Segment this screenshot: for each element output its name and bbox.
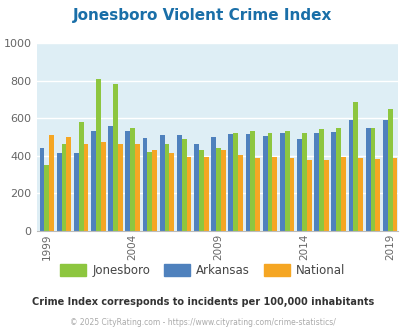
Bar	[74, 153, 79, 231]
Bar	[203, 157, 208, 231]
Bar	[323, 159, 328, 231]
Bar	[289, 158, 294, 231]
Bar	[228, 134, 233, 231]
Bar	[40, 148, 44, 231]
Bar	[237, 155, 242, 231]
Bar	[113, 84, 117, 231]
Bar	[330, 132, 335, 231]
Bar	[49, 135, 54, 231]
Bar	[108, 126, 113, 231]
Bar	[215, 148, 220, 231]
Bar	[91, 131, 96, 231]
Bar	[306, 160, 311, 231]
Bar	[177, 135, 181, 231]
Bar	[186, 157, 191, 231]
Bar	[100, 142, 105, 231]
Legend: Jonesboro, Arkansas, National: Jonesboro, Arkansas, National	[55, 259, 350, 282]
Bar	[382, 120, 387, 231]
Bar	[318, 129, 323, 231]
Bar	[44, 165, 49, 231]
Bar	[233, 133, 237, 231]
Bar	[96, 79, 100, 231]
Bar	[198, 150, 203, 231]
Bar	[387, 109, 392, 231]
Bar	[245, 134, 250, 231]
Bar	[169, 153, 174, 231]
Bar	[194, 144, 198, 231]
Text: Crime Index corresponds to incidents per 100,000 inhabitants: Crime Index corresponds to incidents per…	[32, 297, 373, 307]
Bar	[147, 152, 152, 231]
Bar	[284, 131, 289, 231]
Bar	[255, 158, 259, 231]
Bar	[267, 133, 272, 231]
Bar	[272, 157, 277, 231]
Bar	[135, 145, 140, 231]
Bar	[142, 138, 147, 231]
Bar	[392, 158, 396, 231]
Bar	[352, 102, 357, 231]
Bar	[62, 145, 66, 231]
Bar	[335, 128, 340, 231]
Bar	[370, 128, 375, 231]
Bar	[152, 150, 157, 231]
Bar	[130, 128, 135, 231]
Bar	[83, 145, 88, 231]
Bar	[164, 145, 169, 231]
Bar	[340, 157, 345, 231]
Bar	[301, 133, 306, 231]
Bar	[262, 136, 267, 231]
Bar	[313, 133, 318, 231]
Text: Jonesboro Violent Crime Index: Jonesboro Violent Crime Index	[73, 8, 332, 23]
Bar	[181, 139, 186, 231]
Bar	[348, 120, 352, 231]
Bar	[220, 150, 225, 231]
Bar	[375, 159, 379, 231]
Bar	[211, 137, 215, 231]
Bar	[279, 133, 284, 231]
Bar	[160, 135, 164, 231]
Bar	[365, 128, 370, 231]
Bar	[357, 158, 362, 231]
Text: © 2025 CityRating.com - https://www.cityrating.com/crime-statistics/: © 2025 CityRating.com - https://www.city…	[70, 318, 335, 327]
Bar	[79, 122, 83, 231]
Bar	[296, 139, 301, 231]
Bar	[250, 131, 255, 231]
Bar	[117, 144, 122, 231]
Bar	[66, 137, 71, 231]
Bar	[57, 153, 62, 231]
Bar	[125, 131, 130, 231]
